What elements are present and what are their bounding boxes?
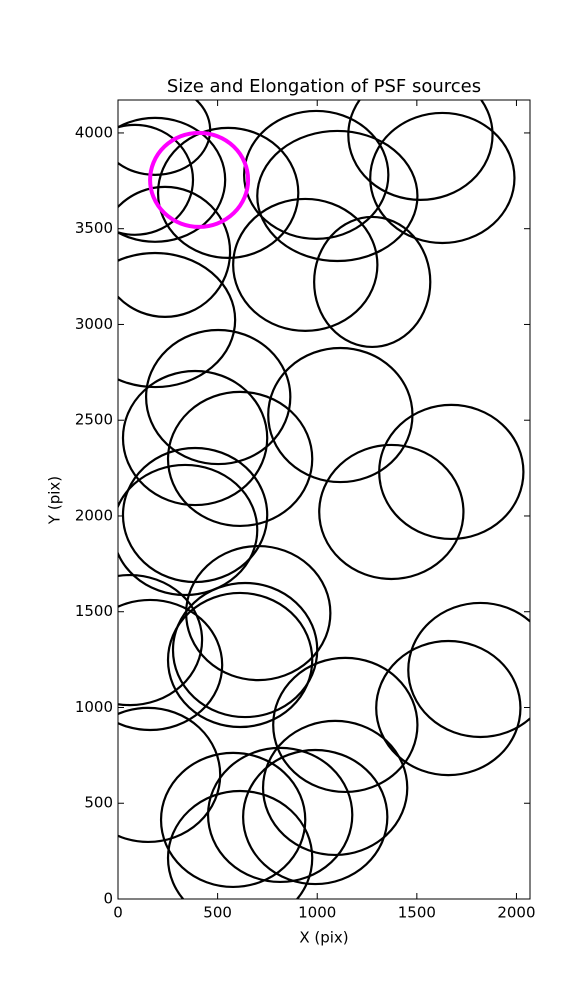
- x-tick-label: 2000: [497, 904, 535, 922]
- psf-ellipse: [243, 109, 390, 240]
- psf-ellipse: [242, 748, 389, 886]
- psf-ellipse: [232, 197, 379, 332]
- psf-ellipse: [261, 719, 409, 857]
- psf-ellipse: [369, 111, 516, 245]
- axes: 0 500 1000 1500 2000 0 500 1000 1500 2000 2500 3000…: [75, 99, 536, 922]
- psf-ellipse: [318, 443, 465, 581]
- psf-ellipse: [118, 463, 259, 597]
- psf-ellipse: [166, 789, 314, 899]
- psf-ellipse: [121, 369, 269, 507]
- highlight-ellipse: [148, 130, 251, 229]
- psf-ellipse: [118, 185, 232, 318]
- psf-ellipse: [166, 390, 314, 528]
- x-tick-label: 1500: [398, 904, 436, 922]
- y-tick-label: 500: [84, 794, 113, 812]
- y-tick-label: 0: [103, 890, 113, 908]
- y-tick-label: 4000: [75, 123, 113, 141]
- psf-ellipse: [375, 639, 522, 777]
- psf-ellipse: [378, 403, 525, 541]
- psf-ellipse: [206, 746, 354, 884]
- x-axis-label: X (pix): [299, 929, 348, 947]
- psf-ellipse: [171, 581, 319, 719]
- psf-ellipse: [118, 706, 222, 844]
- y-tick-label: 1000: [75, 698, 113, 716]
- psf-ellipse: [256, 129, 419, 263]
- psf-ellipse: [118, 251, 237, 389]
- chart-title: Size and Elongation of PSF sources: [167, 76, 481, 97]
- y-tick-label: 2000: [75, 506, 113, 524]
- psf-ellipse: [166, 591, 314, 729]
- y-axis-label: Y (pix): [46, 476, 64, 525]
- y-tick-label: 3500: [75, 219, 113, 237]
- psf-ellipse: [313, 215, 432, 349]
- psf-ellipse: [144, 328, 292, 466]
- psf-ellipse: [407, 601, 530, 739]
- y-tick-label: 3000: [75, 315, 113, 333]
- psf-ellipse: [118, 573, 204, 707]
- psf-ellipse: [118, 598, 224, 732]
- x-tick-label: 1000: [298, 904, 336, 922]
- psf-ellipse: [118, 116, 227, 243]
- psf-ellipse: [118, 123, 195, 236]
- y-tick-label: 2500: [75, 411, 113, 429]
- plot-area: [118, 100, 530, 899]
- plot-frame: [117, 99, 531, 900]
- psf-ellipse: [347, 100, 494, 201]
- psf-ellipse: [159, 751, 307, 889]
- y-tick-label: 1500: [75, 602, 113, 620]
- psf-ellipse: [272, 656, 419, 794]
- x-tick-label: 500: [203, 904, 232, 922]
- x-tick-label: 0: [113, 904, 123, 922]
- psf-ellipse: [156, 126, 300, 260]
